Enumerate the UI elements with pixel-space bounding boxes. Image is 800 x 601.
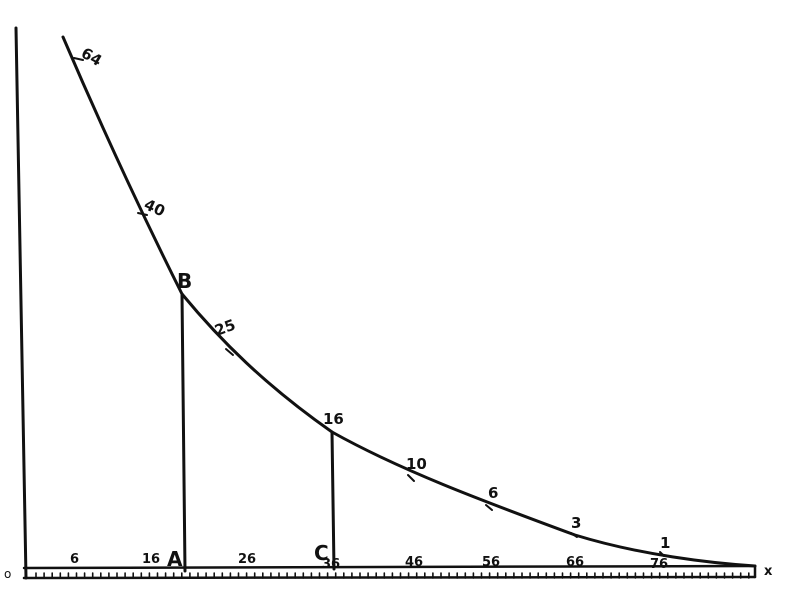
curve-label-16: 16 [323,410,344,428]
curve-marks [73,57,665,557]
curve-label-25: 25 [212,316,238,340]
curve-label-64: 64 [78,44,105,70]
curve-mark-3 [570,532,578,538]
axis-label-66: 66 [566,555,584,570]
curve-value-labels: 64 40 25 16 10 6 3 1 [78,44,670,552]
curve-label-6: 6 [488,484,498,502]
ordinate-c [330,430,336,571]
curve-label-10: 10 [406,455,427,473]
y-axis [14,26,28,580]
axis-tick-labels: 6 16 26 36 46 56 66 76 [70,552,668,572]
curve-mark-25 [225,348,234,356]
curve-label-3: 3 [571,514,581,532]
x-axis-ruler-ticks [35,572,750,579]
axis-label-76: 76 [650,557,668,572]
curve-mark-6 [485,504,493,511]
curve-mark-10 [407,474,415,482]
axis-label-16: 16 [142,552,160,567]
curve-mark-1 [659,551,665,557]
axis-label-6: 6 [70,552,79,567]
axis-label-56: 56 [482,555,500,570]
curve-label-1: 1 [660,534,670,552]
ordinate-ab [180,292,187,573]
point-label-c: C [314,541,329,565]
point-label-a: A [167,547,183,571]
origin-label: o [4,567,11,581]
axis-label-46: 46 [405,555,423,570]
x-axis-top-line [22,564,757,570]
axis-label-36: 36 [322,557,340,572]
point-label-b: B [177,269,192,293]
axis-label-26: 26 [238,552,256,567]
decay-curve [61,35,757,568]
curve-mark-64 [73,57,84,61]
curve-mark-40 [137,212,148,216]
x-axis-bottom-line [22,575,757,580]
x-axis-end-label: x [764,564,773,579]
